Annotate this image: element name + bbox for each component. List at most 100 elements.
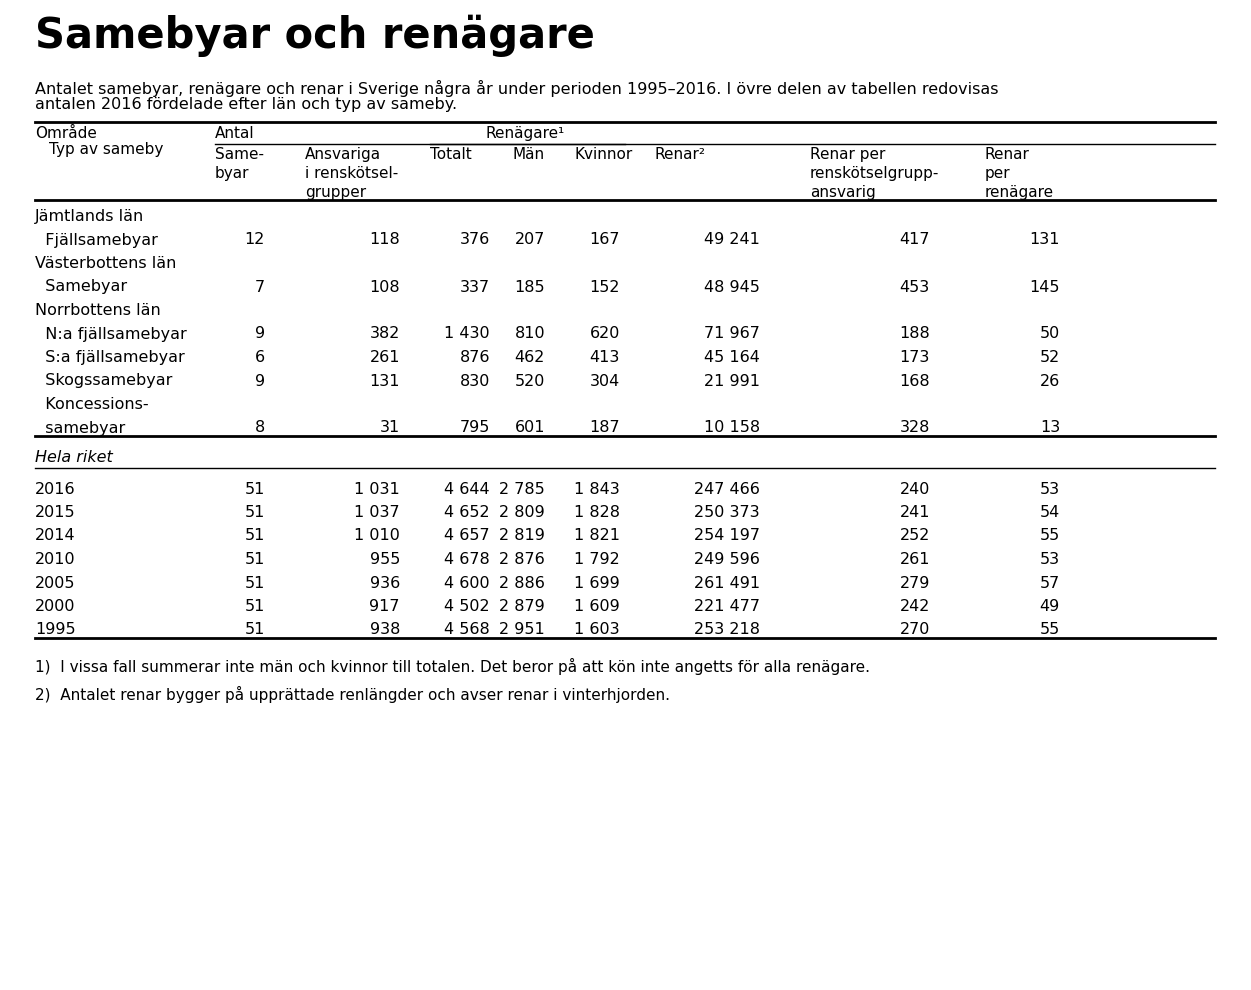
Text: 1)  I vissa fall summerar inte män och kvinnor till totalen. Det beror på att kö: 1) I vissa fall summerar inte män och kv…	[35, 658, 869, 675]
Text: 55: 55	[1040, 623, 1060, 638]
Text: 49 241: 49 241	[704, 233, 761, 248]
Text: 108: 108	[369, 279, 400, 294]
Text: 4 502: 4 502	[444, 599, 490, 614]
Text: 917: 917	[369, 599, 400, 614]
Text: 1 037: 1 037	[354, 505, 400, 520]
Text: Antal: Antal	[215, 126, 255, 141]
Text: 1 792: 1 792	[574, 552, 620, 567]
Text: 620: 620	[589, 327, 620, 342]
Text: 2016: 2016	[35, 481, 75, 497]
Text: 185: 185	[514, 279, 545, 294]
Text: 7: 7	[255, 279, 265, 294]
Text: 2010: 2010	[35, 552, 75, 567]
Text: 1 843: 1 843	[574, 481, 620, 497]
Text: Samebyar: Samebyar	[35, 279, 128, 294]
Text: Koncessions-: Koncessions-	[35, 397, 149, 412]
Text: 53: 53	[1040, 552, 1060, 567]
Text: 173: 173	[899, 350, 929, 365]
Text: 253 218: 253 218	[694, 623, 761, 638]
Text: 53: 53	[1040, 481, 1060, 497]
Text: 376: 376	[460, 233, 490, 248]
Text: 187: 187	[589, 421, 620, 436]
Text: 1 031: 1 031	[354, 481, 400, 497]
Text: antalen 2016 fördelade efter län och typ av sameby.: antalen 2016 fördelade efter län och typ…	[35, 97, 457, 112]
Text: 1 010: 1 010	[354, 529, 400, 544]
Text: Norrbottens län: Norrbottens län	[35, 303, 160, 318]
Text: Västerbottens län: Västerbottens län	[35, 256, 176, 271]
Text: 45 164: 45 164	[704, 350, 761, 365]
Text: 382: 382	[369, 327, 400, 342]
Text: 1 699: 1 699	[574, 575, 620, 590]
Text: 26: 26	[1040, 373, 1060, 388]
Text: 254 197: 254 197	[694, 529, 761, 544]
Text: 2 819: 2 819	[499, 529, 545, 544]
Text: Kvinnor: Kvinnor	[575, 147, 633, 162]
Text: 48 945: 48 945	[704, 279, 761, 294]
Text: 51: 51	[245, 575, 265, 590]
Text: 337: 337	[460, 279, 490, 294]
Text: samebyar: samebyar	[35, 421, 125, 436]
Text: Renar²: Renar²	[656, 147, 706, 162]
Text: Totalt: Totalt	[430, 147, 472, 162]
Text: 2014: 2014	[35, 529, 75, 544]
Text: 21 991: 21 991	[704, 373, 761, 388]
Text: 413: 413	[589, 350, 620, 365]
Text: 1 821: 1 821	[574, 529, 620, 544]
Text: 13: 13	[1040, 421, 1060, 436]
Text: 2 785: 2 785	[499, 481, 545, 497]
Text: 188: 188	[899, 327, 929, 342]
Text: 241: 241	[899, 505, 929, 520]
Text: 2005: 2005	[35, 575, 75, 590]
Text: 131: 131	[1030, 233, 1060, 248]
Text: 118: 118	[369, 233, 400, 248]
Text: Renar per
renskötselgrupp-
ansvarig: Renar per renskötselgrupp- ansvarig	[809, 147, 940, 200]
Text: 876: 876	[459, 350, 490, 365]
Text: Samebyar och renägare: Samebyar och renägare	[35, 15, 595, 57]
Text: 2 809: 2 809	[499, 505, 545, 520]
Text: 4 678: 4 678	[444, 552, 490, 567]
Text: 1 828: 1 828	[574, 505, 620, 520]
Text: Jämtlands län: Jämtlands län	[35, 209, 144, 224]
Text: 51: 51	[245, 481, 265, 497]
Text: 51: 51	[245, 623, 265, 638]
Text: Skogssamebyar: Skogssamebyar	[35, 373, 173, 388]
Text: 51: 51	[245, 529, 265, 544]
Text: 51: 51	[245, 552, 265, 567]
Text: 4 644: 4 644	[444, 481, 490, 497]
Text: 1 430: 1 430	[444, 327, 490, 342]
Text: 2 876: 2 876	[499, 552, 545, 567]
Text: 279: 279	[899, 575, 929, 590]
Text: 795: 795	[459, 421, 490, 436]
Text: 2)  Antalet renar bygger på upprättade renlängder och avser renar i vinterhjorde: 2) Antalet renar bygger på upprättade re…	[35, 685, 671, 703]
Text: 247 466: 247 466	[694, 481, 761, 497]
Text: 601: 601	[514, 421, 545, 436]
Text: 261: 261	[369, 350, 400, 365]
Text: Renar
per
renägare: Renar per renägare	[985, 147, 1055, 200]
Text: 9: 9	[255, 373, 265, 388]
Text: 936: 936	[370, 575, 400, 590]
Text: 242: 242	[899, 599, 929, 614]
Text: Hela riket: Hela riket	[35, 450, 113, 465]
Text: 51: 51	[245, 505, 265, 520]
Text: 152: 152	[589, 279, 620, 294]
Text: 270: 270	[899, 623, 929, 638]
Text: 50: 50	[1040, 327, 1060, 342]
Text: 417: 417	[899, 233, 929, 248]
Text: 2015: 2015	[35, 505, 75, 520]
Text: 10 158: 10 158	[704, 421, 761, 436]
Text: 55: 55	[1040, 529, 1060, 544]
Text: 261: 261	[899, 552, 929, 567]
Text: 12: 12	[245, 233, 265, 248]
Text: 221 477: 221 477	[694, 599, 761, 614]
Text: 4 652: 4 652	[444, 505, 490, 520]
Text: 250 373: 250 373	[694, 505, 761, 520]
Text: 9: 9	[255, 327, 265, 342]
Text: 1 603: 1 603	[574, 623, 620, 638]
Text: Typ av sameby: Typ av sameby	[49, 142, 164, 157]
Text: 6: 6	[255, 350, 265, 365]
Text: Renägare¹: Renägare¹	[485, 126, 564, 141]
Text: 4 568: 4 568	[444, 623, 490, 638]
Text: 71 967: 71 967	[704, 327, 761, 342]
Text: 131: 131	[369, 373, 400, 388]
Text: 328: 328	[899, 421, 929, 436]
